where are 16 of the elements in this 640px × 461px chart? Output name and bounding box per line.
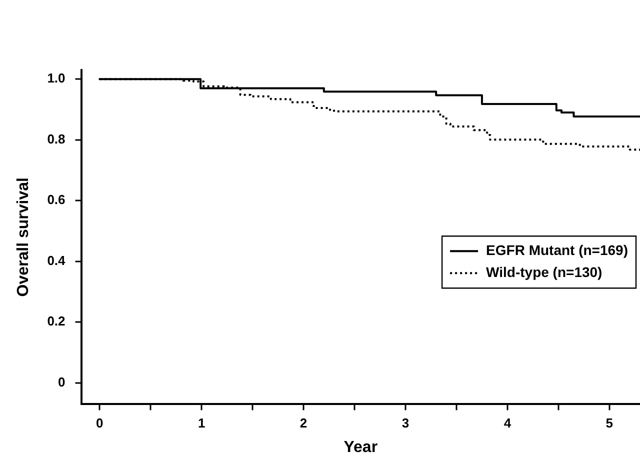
x-tick-label: 1	[198, 416, 206, 431]
x-tick-label: 0	[96, 416, 104, 431]
y-tick-label: 0.4	[47, 252, 66, 268]
x-axis-title: Year	[344, 438, 378, 456]
legend-label: Wild-type (n=130)	[486, 264, 602, 280]
y-tick-label: 0.2	[47, 314, 66, 329]
y-tick-label: 0.6	[47, 192, 66, 208]
x-tick-label: 3	[402, 416, 410, 431]
x-tick-label: 5	[606, 416, 614, 431]
legend-label: EGFR Mutant (n=169)	[486, 242, 628, 258]
x-tick-label: 4	[504, 416, 512, 431]
y-tick-label: 1.0	[47, 70, 66, 86]
x-tick-label: 2	[300, 416, 308, 431]
y-tick-label: 0.8	[47, 131, 66, 146]
y-axis-title: Overall survival	[15, 178, 32, 297]
y-tick-label: 0	[58, 374, 66, 390]
